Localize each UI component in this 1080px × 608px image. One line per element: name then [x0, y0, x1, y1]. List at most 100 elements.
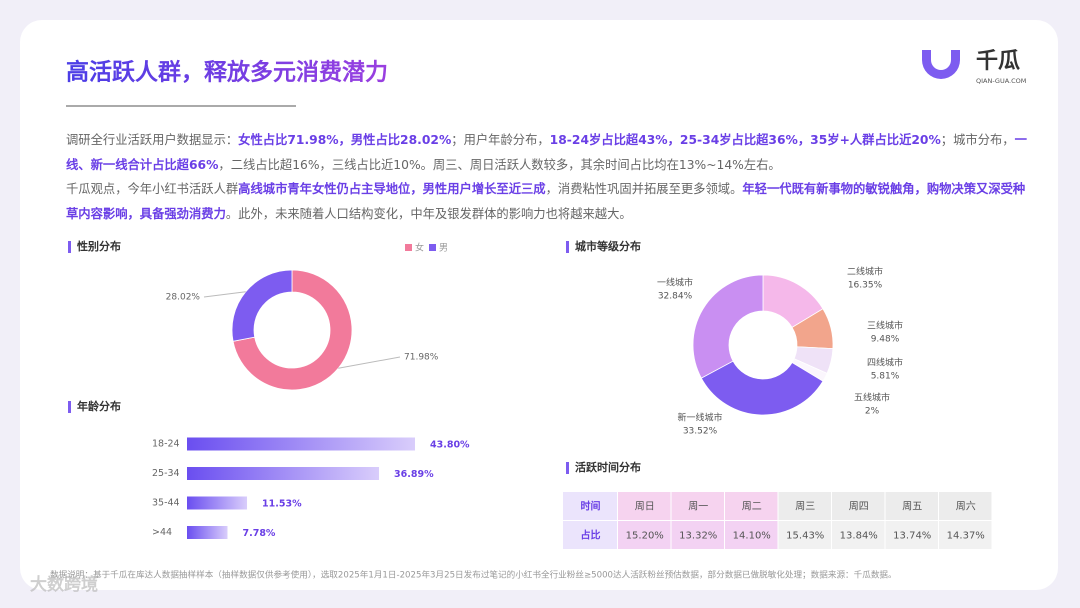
section-marker [566, 241, 569, 253]
table-cell [939, 492, 992, 520]
table-cell [778, 492, 831, 520]
table-cell [939, 521, 992, 549]
value-label: 16.35% [848, 281, 883, 291]
text-run: ；城市分布， [940, 133, 1015, 147]
category-label: 35-44 [152, 498, 180, 509]
text-run: 千瓜观点，今年小红书活跃人群 [66, 182, 239, 196]
text-run: ，消费粘性巩固并拓展至更多领域。 [545, 182, 743, 196]
value-label: 2% [865, 407, 880, 417]
cell-text: 时间 [581, 500, 601, 513]
table-cell [618, 492, 671, 520]
text-run: 调研全行业活跃用户数据显示： [66, 133, 239, 147]
category-label: 三线城市 [867, 320, 903, 332]
section-title: 年龄分布 [77, 399, 121, 413]
bar [187, 496, 248, 510]
cell-text: 周六 [956, 501, 976, 513]
table-cell [725, 492, 778, 520]
cell-text: 15.43% [786, 531, 824, 542]
section-marker [566, 462, 569, 474]
category-label: 五线城市 [854, 392, 890, 404]
category-label: 四线城市 [867, 357, 903, 369]
value-label: 71.98% [404, 353, 439, 363]
table-cell [778, 521, 831, 549]
value-label: 43.80% [430, 440, 470, 451]
table-cell [885, 492, 938, 520]
value-label: 28.02% [166, 293, 201, 303]
donut-segment [232, 269, 353, 391]
logo-icon [922, 50, 960, 79]
paragraph: 千瓜观点，今年小红书活跃人群高线城市青年女性仍占主导地位，男性用户增长至近三成，… [66, 177, 1032, 226]
cell-text: 周五 [902, 501, 922, 513]
section-marker [68, 241, 71, 253]
legend-label: 男 [439, 243, 448, 254]
donut-segment [692, 274, 764, 379]
table-cell [832, 492, 885, 520]
category-label: >44 [152, 527, 172, 538]
category-label: 25-34 [152, 468, 180, 479]
cell-text: 周一 [688, 501, 708, 513]
value-label: 36.89% [394, 469, 434, 480]
value-label: 5.81% [871, 372, 900, 382]
value-label: 9.48% [871, 335, 900, 345]
highlight: 女性占比71.98%，男性占比28.02% [238, 133, 452, 147]
legend-swatch [429, 244, 436, 251]
cell-text: 周四 [849, 501, 869, 513]
cell-text: 占比 [581, 529, 601, 542]
table-cell [832, 521, 885, 549]
table-cell [671, 521, 724, 549]
cell-text: 14.10% [733, 531, 771, 542]
leader-line [203, 291, 246, 298]
cell-text: 13.84% [840, 531, 878, 542]
value-label: 7.78% [242, 528, 275, 539]
cell-text: 14.37% [947, 531, 985, 542]
donut-segment [231, 269, 293, 342]
category-label: 一线城市 [657, 277, 693, 289]
cell-text: 周三 [795, 501, 815, 513]
table-cell [618, 521, 671, 549]
highlight: 高线城市青年女性仍占主导地位，男性用户增长至近三成 [238, 182, 546, 196]
bar [187, 526, 228, 539]
cell-text: 周日 [635, 501, 655, 513]
text-run: ；用户年龄分布， [451, 133, 550, 147]
category-label: 18-24 [152, 439, 180, 450]
table-cell [725, 521, 778, 549]
table-cell [563, 492, 617, 520]
watermark: 大数跨境 [30, 574, 98, 595]
footer-note: 数据说明：基于千瓜在库达人数据抽样样本（抽样数据仅供参考使用），选取2025年1… [50, 569, 897, 581]
logo-sub: QIAN-GUA.COM [976, 77, 1026, 85]
text-run: 。此外，未来随着人口结构变化，中年及银发群体的影响力也将越来越大。 [225, 206, 632, 221]
logo-text: 千瓜 [976, 49, 1020, 74]
table-cell [563, 521, 617, 549]
bar [187, 467, 380, 480]
text-run: ，二线占比超16%，三线占比近10%。周三、周日活跃人数较多，其余时间占比均在1… [218, 157, 781, 172]
legend-label: 女 [415, 242, 424, 254]
section-title: 城市等级分布 [575, 239, 641, 253]
card [20, 20, 1058, 590]
cell-text: 周二 [742, 501, 762, 513]
category-label: 二线城市 [847, 266, 883, 278]
value-label: 33.52% [683, 427, 718, 437]
donut-segment [700, 360, 824, 416]
cell-text: 15.20% [626, 531, 664, 542]
highlight: 一线、新一线合计占比超66% [66, 133, 1027, 172]
category-label: 新一线城市 [677, 412, 722, 424]
highlight: 18-24岁占比超43%，25-34岁占比超36%，35岁+人群占比近20% [549, 133, 941, 147]
section-title: 性别分布 [77, 239, 121, 253]
summary: 调研全行业活跃用户数据显示：女性占比71.98%，男性占比28.02%；用户年龄… [66, 128, 1032, 226]
table-cell [885, 521, 938, 549]
bar [187, 437, 415, 451]
legend-swatch [405, 244, 412, 251]
highlight: 年轻一代既有新事物的敏锐触角，购物决策又深受种草内容影响，具备强劲消费力 [66, 182, 1026, 221]
value-label: 32.84% [658, 292, 693, 302]
section-marker [68, 401, 71, 413]
paragraph: 调研全行业活跃用户数据显示：女性占比71.98%，男性占比28.02%；用户年龄… [66, 128, 1032, 177]
cell-text: 13.32% [679, 531, 717, 542]
page-title: 高活跃人群，释放多元消费潜力 [66, 59, 388, 86]
cell-text: 13.74% [893, 531, 931, 542]
table-cell [671, 492, 724, 520]
section-title: 活跃时间分布 [575, 460, 641, 474]
value-label: 11.53% [262, 499, 302, 510]
leader-line [338, 356, 401, 369]
